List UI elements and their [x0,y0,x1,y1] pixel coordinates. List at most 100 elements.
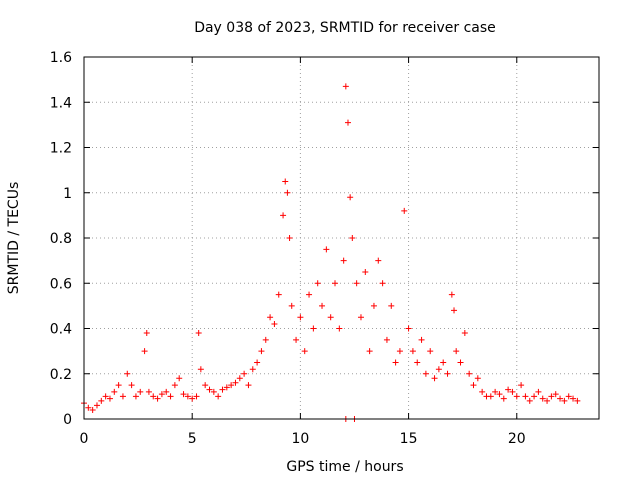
data-point [427,348,434,355]
data-point [418,336,425,343]
data-point [249,366,256,373]
data-point [539,395,546,402]
data-point [479,388,486,395]
data-point [500,395,507,402]
data-point [171,382,178,389]
x-tick-label: 20 [508,431,526,447]
data-point [262,336,269,343]
data-point [293,336,300,343]
y-tick-label: 1.2 [50,141,72,157]
plot-frame [83,56,600,420]
data-point [219,386,226,393]
data-point [176,375,183,382]
data-point [223,384,230,391]
data-point [197,366,204,373]
y-tick-label: 0.6 [50,276,72,292]
data-point [565,393,572,400]
data-point [366,348,373,355]
data-point [440,359,447,366]
data-point [392,359,399,366]
data-point [184,393,191,400]
data-point [228,382,235,389]
data-point [282,178,289,185]
x-tick-label: 0 [80,431,89,447]
data-point [453,348,460,355]
data-point [409,348,416,355]
data-point [470,382,477,389]
y-tick-label: 0 [63,412,72,428]
data-point [401,207,408,214]
data-point [195,330,202,337]
data-point [414,359,421,366]
data-point [451,307,458,314]
x-tick-label: 15 [400,431,418,447]
data-point [461,330,468,337]
data-point [561,397,568,404]
data-point [375,257,382,264]
data-point [280,212,287,219]
data-point [286,235,293,241]
y-tick-label: 1.6 [50,50,72,66]
data-point [167,393,174,400]
data-point [85,404,92,411]
data-point [444,370,451,377]
data-point [396,348,403,355]
data-point [340,257,347,264]
data-point [314,280,321,287]
data-point [505,386,512,393]
data-point [357,314,364,321]
data-point [143,330,150,337]
data-point [570,395,577,402]
data-point [531,393,538,400]
data-point [258,348,265,355]
data-point [310,325,317,332]
data-point [93,402,100,409]
data-point [241,370,248,377]
data-point [288,302,295,309]
data-point [319,302,326,309]
data-point [332,280,339,287]
data-point [349,235,356,241]
data-point [327,314,334,321]
data-point [405,325,412,332]
data-point [284,189,291,196]
y-tick-labels: 0 0.2 0.4 0.6 0.8 1 1.2 1.4 1.6 [50,50,72,428]
y-tick-label: 1.4 [50,95,72,111]
data-point [158,391,165,398]
data-point [344,119,351,126]
data-point [422,370,429,377]
data-point [487,393,494,400]
data-point [141,348,148,355]
data-point [544,397,551,404]
data-point [132,393,139,400]
data-point [275,291,282,298]
y-tick-label: 0.8 [50,231,72,247]
data-point [180,391,187,398]
data-point [215,393,222,400]
data-point [245,382,252,389]
data-point [89,406,96,413]
data-point [254,359,261,366]
data-point [474,375,481,382]
data-point [202,382,209,389]
x-tick-label: 10 [291,431,309,447]
data-point [336,325,343,332]
y-tick-label: 0.4 [50,322,72,338]
data-point [435,366,442,373]
grid [84,57,599,419]
data-point [496,391,503,398]
data-point [379,280,386,287]
data-point [306,291,313,298]
data-point [102,393,109,400]
data-point [342,83,349,90]
data-point [301,348,308,355]
data-point [124,370,131,377]
data-point [457,359,464,366]
data-point [535,388,542,395]
data-point [557,395,564,402]
axis-ticks [83,56,599,420]
data-point [548,393,555,400]
chart-title: Day 038 of 2023, SRMTID for receiver cas… [194,20,496,36]
